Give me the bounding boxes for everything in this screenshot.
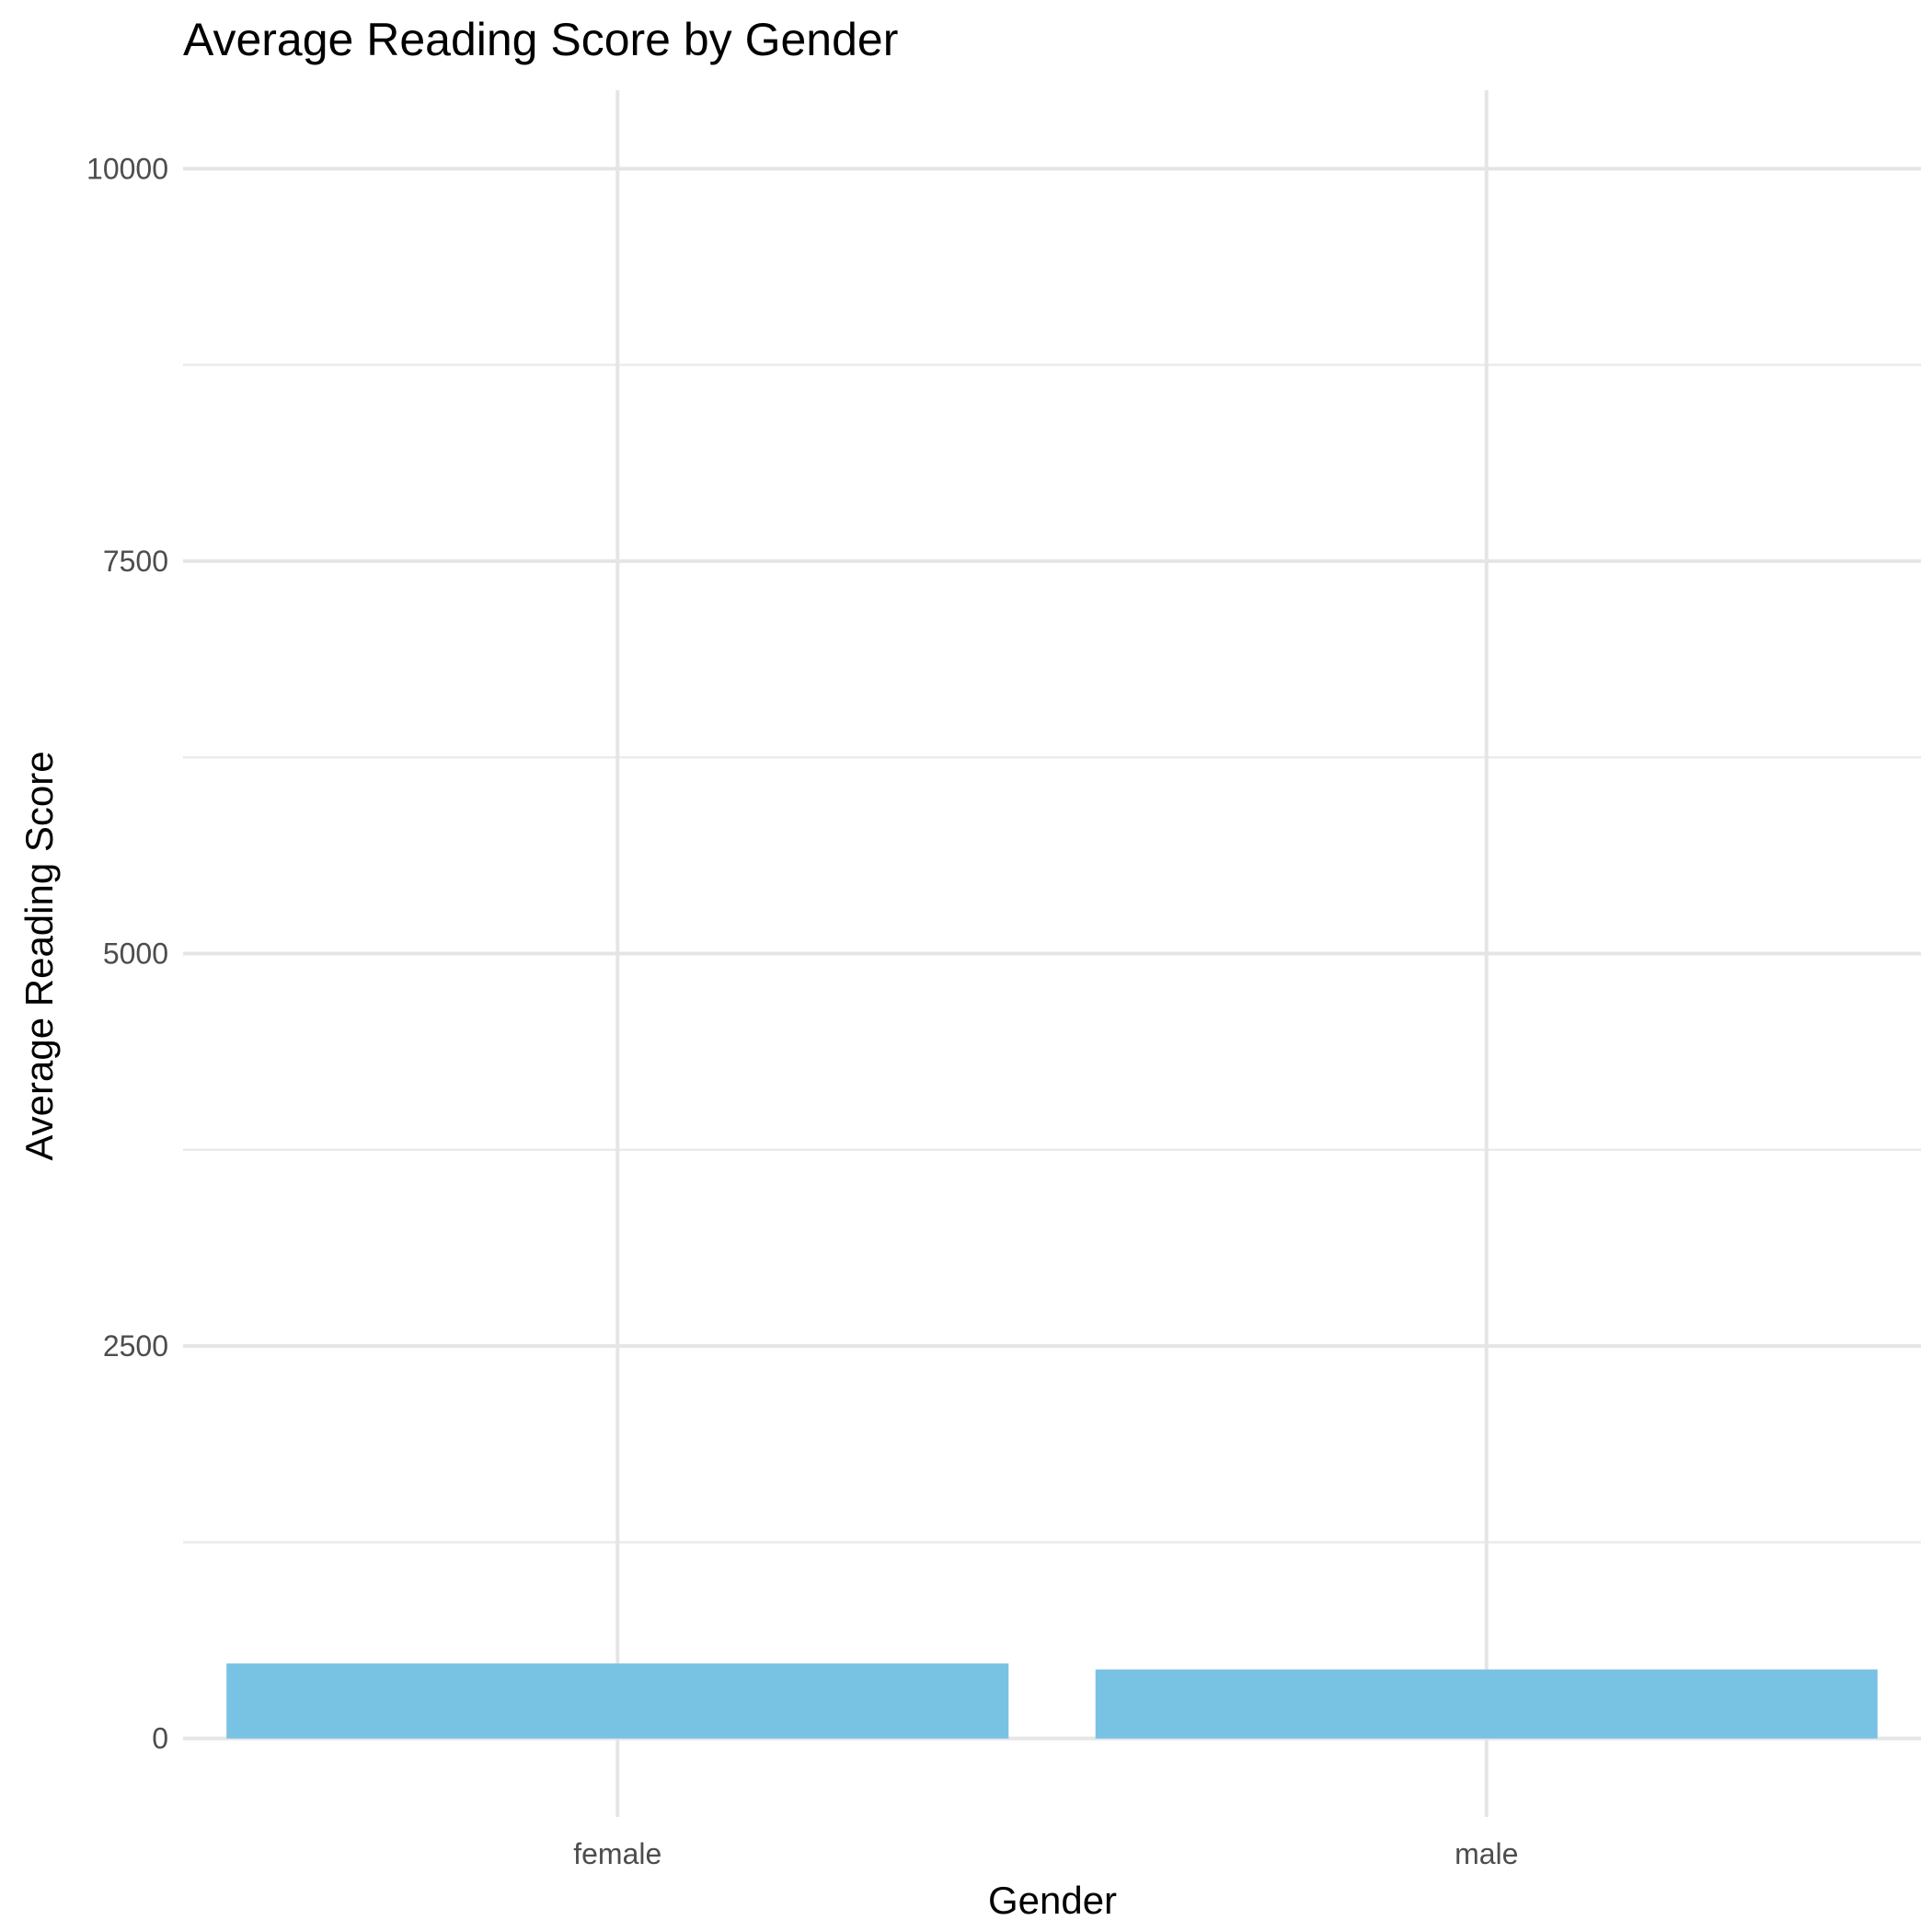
y-tick-label: 0 <box>152 1722 168 1755</box>
y-tick-label: 10000 <box>86 152 168 185</box>
chart-title: Average Reading Score by Gender <box>183 14 898 65</box>
bar-male <box>1095 1669 1878 1739</box>
bars <box>226 1663 1878 1739</box>
gridlines <box>183 90 1921 1817</box>
x-axis-title: Gender <box>988 1879 1117 1922</box>
x-tick-label: male <box>1455 1837 1518 1870</box>
y-axis-title: Average Reading Score <box>17 751 61 1160</box>
x-tick-label: female <box>573 1837 661 1870</box>
tick-labels: 0 2500 5000 7500 10000 female male <box>86 152 1518 1870</box>
bar-female <box>226 1663 1009 1739</box>
y-tick-label: 2500 <box>103 1329 168 1363</box>
y-tick-label: 5000 <box>103 937 168 971</box>
y-tick-label: 7500 <box>103 545 168 578</box>
